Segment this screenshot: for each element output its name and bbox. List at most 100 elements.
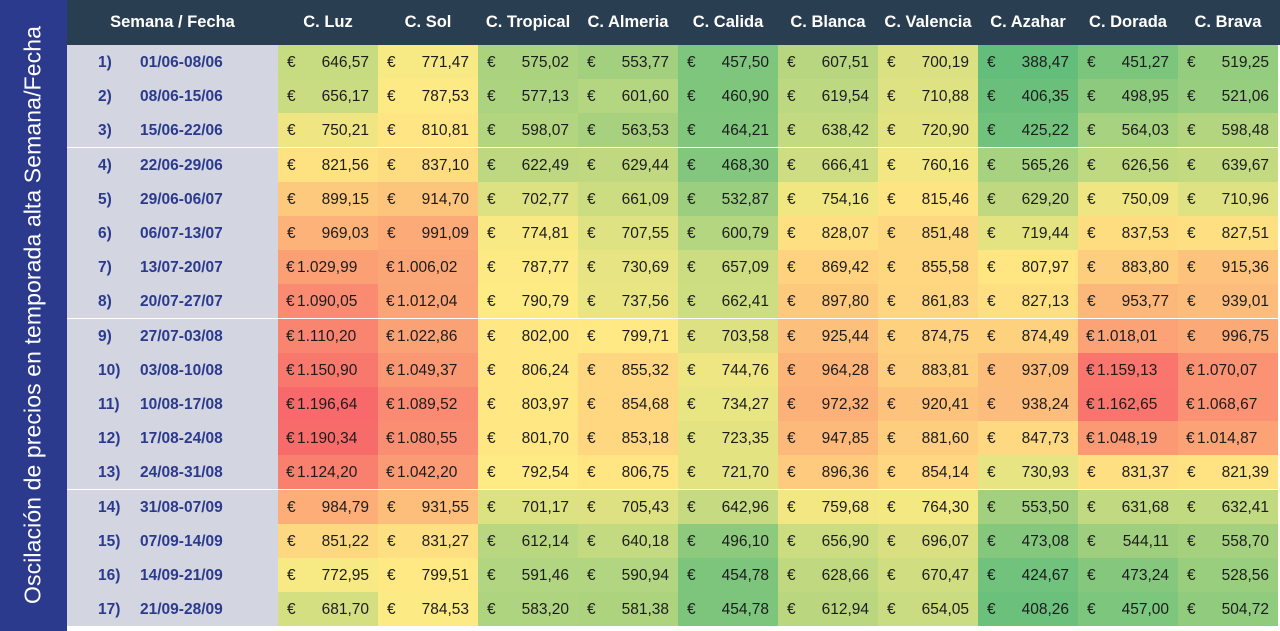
currency-symbol: € xyxy=(987,190,996,208)
currency-symbol: € xyxy=(687,601,696,619)
price-value: 528,56 xyxy=(1221,567,1269,584)
heatmap-cell: €424,67 xyxy=(978,558,1078,592)
currency-symbol: € xyxy=(386,293,395,311)
currency-symbol: € xyxy=(887,532,896,550)
column-header: C. Tropical xyxy=(485,13,571,31)
price-value: 408,26 xyxy=(1021,601,1069,619)
price-value: 984,79 xyxy=(321,498,369,516)
heatmap-cell: €521,06 xyxy=(1178,79,1278,114)
heatmap-cell: €710,88 xyxy=(878,79,978,114)
currency-symbol: € xyxy=(787,190,796,208)
currency-symbol: € xyxy=(687,293,696,311)
currency-symbol: € xyxy=(286,259,295,277)
currency-symbol: € xyxy=(1086,396,1095,413)
price-value: 806,24 xyxy=(521,361,569,379)
currency-symbol: € xyxy=(1186,430,1195,448)
currency-symbol: € xyxy=(687,327,696,345)
price-value: 619,54 xyxy=(821,88,869,106)
currency-symbol: € xyxy=(787,293,796,311)
price-value: 473,24 xyxy=(1121,567,1169,584)
heatmap-cell: €790,79 xyxy=(478,284,578,319)
price-value: 828,07 xyxy=(821,225,869,242)
currency-symbol: € xyxy=(987,361,996,379)
price-value: 519,25 xyxy=(1221,54,1269,71)
currency-symbol: € xyxy=(287,532,296,550)
week-number: 3) xyxy=(98,122,112,140)
week-number: 7) xyxy=(98,259,112,277)
currency-symbol: € xyxy=(1187,88,1196,106)
price-value: 464,21 xyxy=(721,122,769,140)
currency-symbol: € xyxy=(987,54,996,71)
week-date-range: 29/06-06/07 xyxy=(140,190,223,208)
price-value: 563,53 xyxy=(621,122,669,140)
price-value: 869,42 xyxy=(821,259,869,277)
price-value: 899,15 xyxy=(321,190,369,208)
price-value: 457,00 xyxy=(1121,601,1169,619)
price-value: 454,78 xyxy=(721,567,769,584)
heatmap-cell: €1.068,67 xyxy=(1178,387,1278,421)
currency-symbol: € xyxy=(787,532,796,550)
heatmap-cell: €759,68 xyxy=(778,489,878,524)
price-value: 750,21 xyxy=(321,122,369,140)
week-date-range: 10/08-17/08 xyxy=(140,396,223,413)
price-value: 803,97 xyxy=(521,396,569,413)
currency-symbol: € xyxy=(687,567,696,584)
week-number: 10) xyxy=(98,361,121,379)
week-number: 15) xyxy=(98,532,121,550)
heatmap-cell: €656,90 xyxy=(778,523,878,558)
price-value: 939,01 xyxy=(1221,293,1269,311)
week-number: 4) xyxy=(98,156,112,174)
row-label: 13) 24/08-31/08 xyxy=(67,455,278,490)
currency-symbol: € xyxy=(1087,122,1096,140)
price-value: 681,70 xyxy=(321,601,369,619)
currency-symbol: € xyxy=(587,122,596,140)
week-date-range: 14/09-21/09 xyxy=(140,567,223,584)
heatmap-cell: €654,05 xyxy=(878,592,978,627)
column-header: C. Sol xyxy=(404,13,452,31)
heatmap-cell: €784,53 xyxy=(378,592,478,627)
currency-symbol: € xyxy=(1087,293,1096,311)
price-value: 646,57 xyxy=(321,54,369,71)
currency-symbol: € xyxy=(987,88,996,106)
row-label: 2) 08/06-15/06 xyxy=(67,79,278,114)
currency-symbol: € xyxy=(587,293,596,311)
price-value: 639,67 xyxy=(1221,156,1269,174)
heatmap-cell: €1.080,55 xyxy=(378,421,478,456)
currency-symbol: € xyxy=(1087,54,1096,71)
heatmap-cell: €532,87 xyxy=(678,181,778,216)
heatmap-cell: €638,42 xyxy=(778,113,878,148)
price-value: 1.089,52 xyxy=(397,396,458,413)
currency-symbol: € xyxy=(987,430,996,448)
currency-symbol: € xyxy=(687,464,696,482)
price-value: 947,85 xyxy=(821,430,869,448)
price-value: 564,03 xyxy=(1121,122,1169,140)
currency-symbol: € xyxy=(687,259,696,277)
price-value: 406,35 xyxy=(1021,88,1069,106)
currency-symbol: € xyxy=(1186,396,1195,413)
week-number: 14) xyxy=(98,498,121,516)
price-value: 721,70 xyxy=(721,464,769,482)
currency-symbol: € xyxy=(386,327,395,345)
price-value: 807,97 xyxy=(1021,259,1069,277)
currency-symbol: € xyxy=(286,396,295,413)
currency-symbol: € xyxy=(286,293,295,311)
heatmap-cell: €696,07 xyxy=(878,523,978,558)
price-value: 701,17 xyxy=(521,498,569,516)
heatmap-cell: €629,20 xyxy=(978,181,1078,216)
currency-symbol: € xyxy=(487,498,496,516)
price-value: 498,95 xyxy=(1121,88,1169,106)
column-header: C. Brava xyxy=(1194,13,1262,31)
row-label: 4) 22/06-29/06 xyxy=(67,147,278,182)
price-value: 810,81 xyxy=(421,122,469,140)
currency-symbol: € xyxy=(1087,190,1096,208)
week-number: 2) xyxy=(98,88,112,106)
table-row: 15) 07/09-14/09 €851,22 €831,27 €612,14 €640,… xyxy=(67,523,1280,558)
heatmap-cell: €629,44 xyxy=(578,147,678,182)
price-value: 558,70 xyxy=(1221,532,1269,550)
price-value: 744,76 xyxy=(721,361,769,379)
price-value: 1.090,05 xyxy=(297,293,358,311)
currency-symbol: € xyxy=(887,88,896,106)
table-row: 6) 06/07-13/07 €969,03 €991,09 €774,81 €707,5… xyxy=(67,216,1280,250)
week-number: 16) xyxy=(98,567,121,584)
currency-symbol: € xyxy=(687,156,696,174)
